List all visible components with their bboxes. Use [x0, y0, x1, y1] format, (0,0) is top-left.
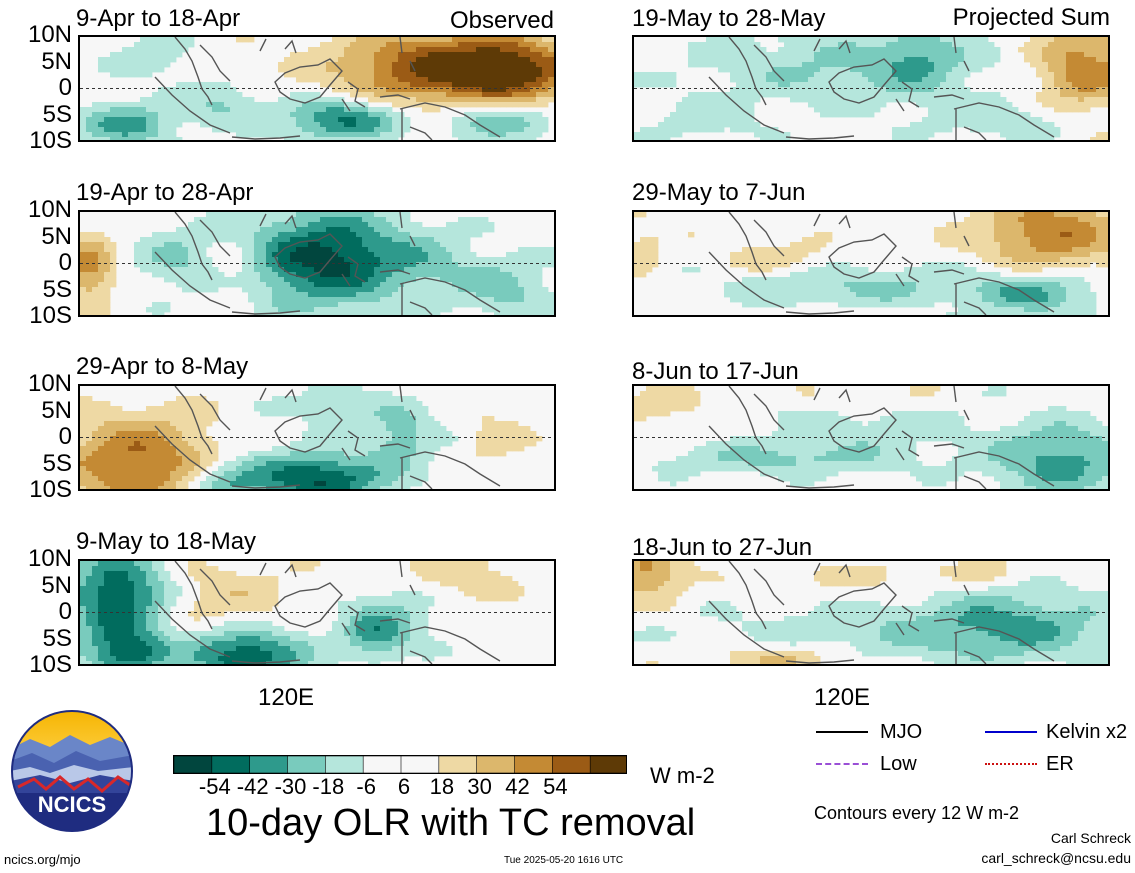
latitude-tick-label: 5N — [41, 571, 72, 599]
colorbar-swatch — [174, 756, 213, 773]
latitude-tick-label: 5N — [41, 222, 72, 250]
colorbar-swatch — [362, 756, 402, 773]
colorbar-swatch — [325, 756, 364, 773]
olr-map-plot — [78, 559, 556, 666]
latitude-tick-label: 10S — [29, 302, 72, 329]
longitude-label: 120E — [258, 684, 315, 711]
footer-email[interactable]: carl_schreck@ncsu.edu — [981, 850, 1131, 866]
colorbar-swatch — [589, 756, 626, 773]
latitude-tick-label: 5S — [42, 624, 72, 652]
colorbar-swatch — [438, 756, 478, 773]
coastline — [708, 212, 1055, 315]
coastline — [154, 37, 501, 140]
latitude-tick-label: 5S — [42, 275, 72, 303]
olr-anomaly-field — [634, 212, 1108, 315]
panel-title: 18-Jun to 27-Jun — [632, 534, 813, 561]
latitude-tick-label: 0 — [58, 74, 72, 101]
contour-note: Contours every 12 W m-2 — [814, 803, 1020, 823]
panel-title: 9-Apr to 18-Apr — [76, 5, 241, 32]
legend-line-low — [816, 763, 868, 765]
panel-title: 8-Jun to 17-Jun — [632, 358, 799, 385]
colorbar-swatch — [476, 756, 516, 773]
legend-label-low: Low — [880, 753, 917, 775]
footer-timestamp: Tue 2025-05-20 1616 UTC — [504, 855, 624, 866]
legend-label-mjo: MJO — [880, 721, 923, 743]
latitude-tick-label: 10N — [27, 370, 72, 397]
latitude-tick-label: 0 — [58, 249, 72, 276]
colorbar-tick-label: 30 — [467, 774, 492, 799]
latitude-tick-label: 10S — [29, 127, 72, 154]
ncics-logo: NCICS — [10, 709, 134, 833]
olr-map-plot — [78, 384, 556, 491]
colorbar-tick-label: 42 — [505, 774, 530, 799]
olr-anomaly-field — [80, 561, 525, 664]
coastline — [708, 386, 1055, 489]
latitude-tick-label: 10N — [27, 196, 72, 223]
coastline — [154, 212, 501, 315]
panel-title: 19-Apr to 28-Apr — [76, 179, 254, 206]
observed-tag: Observed — [449, 7, 554, 34]
latitude-tick-label: 10N — [27, 21, 72, 48]
panel-title: 9-May to 18-May — [76, 528, 257, 555]
colorbar-swatch — [211, 756, 251, 773]
footer-url[interactable]: ncics.org/mjo — [4, 852, 81, 867]
latitude-tick-label: 10S — [29, 651, 72, 678]
olr-map-plot — [632, 559, 1110, 666]
colorbar — [173, 755, 627, 774]
colorbar-tick-label: -6 — [356, 774, 376, 799]
latitude-tick-label: 0 — [58, 423, 72, 450]
latitude-tick-label: 0 — [58, 598, 72, 625]
colorbar-units: W m-2 — [650, 763, 715, 788]
olr-map-plot — [632, 384, 1110, 491]
legend-label-er: ER — [1046, 753, 1074, 775]
legend-line-mjo — [816, 731, 868, 733]
logo-text: NCICS — [38, 792, 106, 817]
colorbar-swatch — [287, 756, 327, 773]
latitude-tick-label: 5S — [42, 100, 72, 128]
panel-title: 29-Apr to 8-May — [76, 353, 249, 380]
latitude-tick-label: 5S — [42, 449, 72, 477]
colorbar-tick-label: -18 — [312, 774, 345, 799]
panel-title: 19-May to 28-May — [632, 5, 826, 32]
colorbar-swatch — [514, 756, 554, 773]
projected-tag: Projected Sum — [952, 4, 1110, 31]
legend-label-kelvin: Kelvin x2 — [1046, 721, 1128, 743]
colorbar-tick-label: -42 — [236, 774, 269, 799]
colorbar-tick-label: 18 — [429, 774, 455, 799]
coastline — [708, 37, 1055, 140]
olr-map-plot — [632, 210, 1110, 317]
colorbar-tick-label: 54 — [543, 774, 568, 799]
olr-anomaly-field — [80, 37, 554, 140]
footer-author: Carl Schreck — [1050, 830, 1131, 846]
latitude-tick-label: 5N — [41, 396, 72, 424]
latitude-tick-label: 10N — [27, 545, 72, 572]
olr-anomaly-field — [80, 386, 543, 489]
olr-map-plot — [78, 210, 556, 317]
coastline — [708, 561, 1055, 664]
olr-map-plot — [78, 35, 556, 142]
legend-line-kelvin — [985, 731, 1037, 733]
legend-line-er — [985, 763, 1037, 765]
olr-anomaly-field — [634, 561, 1108, 664]
colorbar-tick-label: -54 — [198, 774, 231, 799]
colorbar-swatch — [552, 756, 591, 773]
latitude-tick-label: 5N — [41, 47, 72, 75]
colorbar-tick-label: -30 — [274, 774, 307, 799]
panel-title: 29-May to 7-Jun — [632, 179, 806, 206]
colorbar-swatch — [400, 756, 440, 773]
olr-map-plot — [632, 35, 1110, 142]
colorbar-swatch — [249, 756, 289, 773]
main-title: 10-day OLR with TC removal — [206, 802, 696, 844]
colorbar-tick-label: 6 — [397, 774, 411, 799]
olr-anomaly-field — [80, 212, 554, 315]
coastline — [154, 561, 501, 664]
coastline — [154, 386, 501, 489]
latitude-tick-label: 10S — [29, 476, 72, 503]
longitude-label: 120E — [814, 684, 871, 711]
olr-anomaly-field — [634, 386, 1108, 489]
